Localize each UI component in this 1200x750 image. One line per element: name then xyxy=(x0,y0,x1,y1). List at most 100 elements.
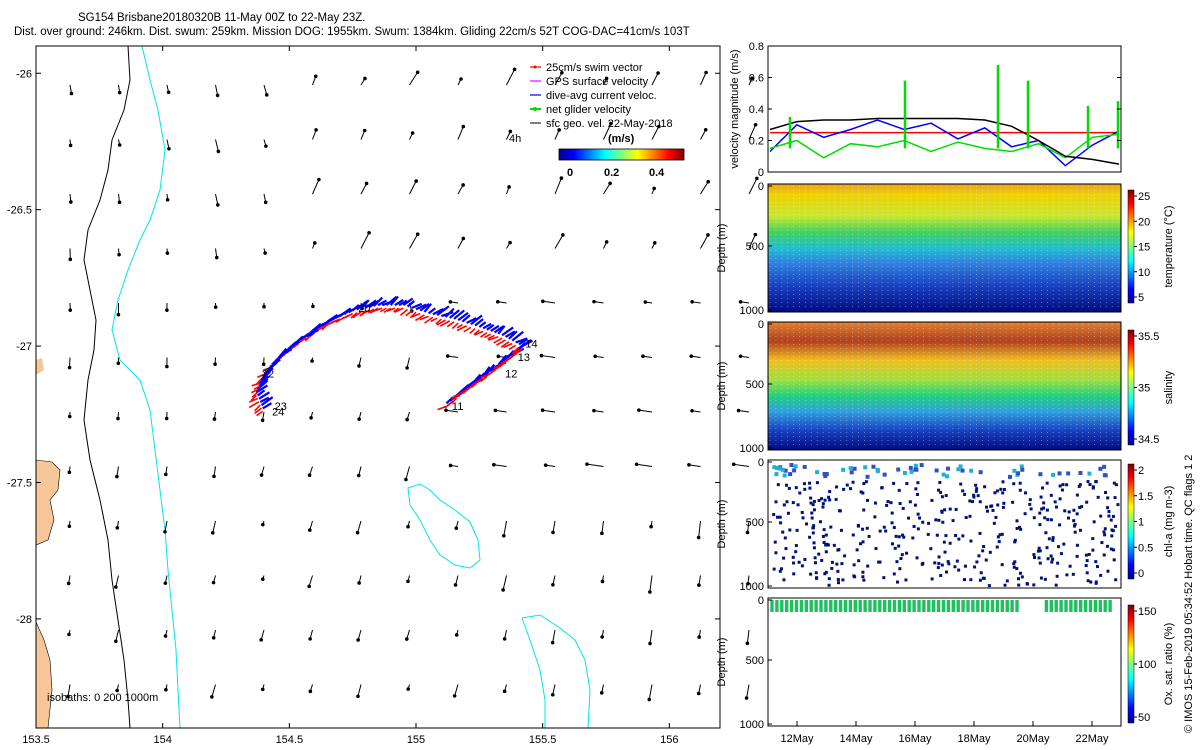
salinity-colorbar xyxy=(1127,329,1135,446)
dac-vector xyxy=(309,322,322,334)
geo-velocity-arrowhead xyxy=(454,526,459,530)
dac-vector xyxy=(461,314,471,323)
geo-velocity-arrowhead xyxy=(165,308,169,312)
geo-velocity-arrowhead xyxy=(164,687,168,692)
chla-dot xyxy=(993,491,997,495)
geo-velocity-arrowhead xyxy=(66,694,70,699)
chla-dot xyxy=(1116,503,1120,507)
colorbar-label: Ox. sat. ratio (%) xyxy=(1163,623,1175,706)
chla-dot xyxy=(897,488,901,492)
chla-dot xyxy=(1051,557,1055,561)
geo-velocity-arrow xyxy=(360,183,368,195)
chla-dot xyxy=(796,503,800,507)
chla-dot xyxy=(867,534,871,538)
chla-surface-dot xyxy=(1102,473,1107,478)
geo-velocity-arrow xyxy=(493,464,507,467)
velocity-ticks: 0 0.2 0.4 0.6 0.8 xyxy=(749,41,1121,179)
chla-dot xyxy=(982,545,986,549)
chla-dot xyxy=(953,565,957,569)
chla-dot xyxy=(1039,576,1043,580)
swim-vector xyxy=(480,332,488,338)
geo-velocity-arrowhead xyxy=(697,583,701,587)
chla-dot xyxy=(783,536,787,540)
chla-dot xyxy=(964,516,968,520)
chla-dot xyxy=(829,525,833,529)
chla-dot xyxy=(897,535,901,539)
geo-velocity-arrowhead xyxy=(539,353,544,358)
swim-vector xyxy=(473,329,480,336)
chla-dot xyxy=(921,520,925,524)
chla-dot xyxy=(794,544,798,548)
colorbar-tick-label: 0 xyxy=(1138,568,1144,580)
chla-dot xyxy=(1002,501,1006,505)
geo-velocity-arrow xyxy=(542,300,556,304)
geo-velocity-arrow xyxy=(542,409,556,413)
time-tick-label: 14May xyxy=(839,733,873,745)
chla-dot xyxy=(1044,531,1048,535)
chla-dot xyxy=(1032,553,1036,557)
chla-dot xyxy=(862,482,866,486)
chla-dot xyxy=(899,556,903,560)
geo-velocity-arrowhead xyxy=(115,688,119,693)
swim-vector xyxy=(359,310,366,317)
chla-dot xyxy=(937,555,941,559)
chla-dot xyxy=(1084,553,1088,557)
geo-velocity-arrowhead xyxy=(459,77,463,81)
chla-dot xyxy=(981,549,985,553)
chla-dot xyxy=(984,558,988,562)
colorbar-tick: 0 xyxy=(567,167,573,179)
chla-dot xyxy=(1038,523,1042,527)
time-tick-label: 16May xyxy=(898,733,932,745)
chla-dot xyxy=(1046,518,1050,522)
geo-velocity-arrowhead xyxy=(641,354,645,359)
geo-velocity-arrow xyxy=(164,520,168,532)
geo-velocity-arrowhead xyxy=(508,240,512,245)
chla-dot xyxy=(815,576,819,580)
chla-dot xyxy=(1086,480,1090,484)
chla-dot xyxy=(1019,527,1023,531)
chla-dot xyxy=(1037,556,1041,560)
geo-velocity-arrowhead xyxy=(551,582,555,587)
chla-dot xyxy=(1001,480,1005,484)
chla-dot xyxy=(1016,577,1020,581)
geo-velocity-arrowhead xyxy=(454,633,459,637)
geo-velocity-arrowhead xyxy=(508,129,513,134)
chla-dot xyxy=(890,521,894,525)
geo-velocity-arrowhead xyxy=(652,186,656,191)
geo-velocity-arrowhead xyxy=(643,300,648,304)
chla-dot xyxy=(987,584,991,588)
chla-surface-dot xyxy=(841,467,846,472)
chla-dot xyxy=(809,496,813,500)
chla-dot xyxy=(938,480,942,484)
swim-vector xyxy=(414,314,425,322)
chla-dot xyxy=(779,567,783,571)
chla-dot xyxy=(1040,507,1044,511)
velocity-panel: 0 0.2 0.4 0.6 0.8 velocity magnitude (m/s) xyxy=(729,41,1122,179)
chla-dot xyxy=(972,493,976,497)
chla-surface-dot xyxy=(775,466,780,471)
chla-dot xyxy=(880,486,884,490)
swim-vector xyxy=(253,385,261,391)
geo-velocity-arrow xyxy=(552,629,556,643)
chla-dot xyxy=(974,489,978,493)
chla-dot xyxy=(828,490,832,494)
chla-dot xyxy=(1103,533,1107,537)
geo-velocity-arrow xyxy=(746,629,750,644)
chla-dot xyxy=(808,535,812,539)
chla-dot xyxy=(1075,493,1079,497)
chla-dot xyxy=(913,503,917,507)
chla-dot xyxy=(820,558,824,562)
dac-vector xyxy=(381,299,395,307)
geo-velocity-arrowhead xyxy=(690,408,694,413)
section-ytick-label: 1000 xyxy=(740,443,764,455)
chla-dot xyxy=(962,578,966,582)
geo-velocity-arrowhead xyxy=(414,179,418,183)
geo-velocity-arrowhead xyxy=(689,354,694,358)
swim-vector xyxy=(488,336,499,341)
geo-velocity-arrow xyxy=(601,520,604,534)
chla-dot xyxy=(973,565,977,569)
chla-dot xyxy=(839,528,843,532)
